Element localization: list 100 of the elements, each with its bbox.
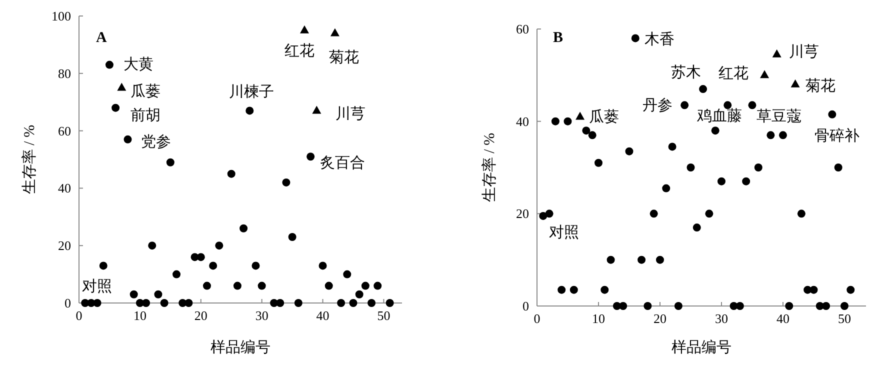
annotation: 丹参 xyxy=(642,97,673,114)
point xyxy=(355,290,364,298)
point xyxy=(209,262,218,270)
y-tick-label: 60 xyxy=(516,22,529,36)
point xyxy=(288,232,296,241)
point xyxy=(570,286,578,294)
point xyxy=(294,299,302,307)
point xyxy=(668,142,676,151)
x-tick-label: 40 xyxy=(316,308,330,323)
annotation: 菊花 xyxy=(805,77,836,94)
x-tick-label: 10 xyxy=(592,311,605,326)
point xyxy=(582,126,590,135)
point xyxy=(312,106,322,114)
point xyxy=(600,286,609,294)
y-tick-label: 80 xyxy=(58,66,71,81)
annotation: 红花 xyxy=(284,42,314,60)
point xyxy=(117,82,126,91)
point xyxy=(337,299,346,307)
x-tick-label: 40 xyxy=(776,311,790,326)
point xyxy=(233,282,242,290)
x-tick-label: 30 xyxy=(255,308,268,323)
annotation: 前胡 xyxy=(130,106,161,124)
point xyxy=(790,79,800,88)
point xyxy=(558,286,566,294)
point xyxy=(196,253,205,262)
x-tick-label: 20 xyxy=(194,308,208,323)
point xyxy=(130,290,138,298)
annotation: 红花 xyxy=(718,65,749,82)
point xyxy=(606,256,615,264)
x-tick-label: 50 xyxy=(377,308,390,323)
annotation: B xyxy=(553,30,564,46)
annotation: 鸡血藤 xyxy=(696,108,742,125)
point xyxy=(124,135,132,144)
point xyxy=(822,302,830,310)
x-tick-label: 0 xyxy=(76,308,82,323)
point xyxy=(576,112,585,120)
point xyxy=(93,299,102,307)
point xyxy=(184,299,193,307)
point xyxy=(300,25,309,34)
point xyxy=(644,302,652,310)
point xyxy=(318,262,327,270)
point xyxy=(650,210,658,218)
point xyxy=(276,299,284,307)
point xyxy=(349,299,358,307)
y-tick-label: 20 xyxy=(58,238,71,254)
y-tick-label: 60 xyxy=(58,123,71,138)
x-axis-title: 样品编号 xyxy=(672,339,732,356)
point xyxy=(711,126,720,135)
point xyxy=(374,282,382,290)
point xyxy=(686,164,695,172)
point xyxy=(368,299,376,307)
annotation: 党参 xyxy=(140,133,171,150)
point xyxy=(246,106,254,115)
point xyxy=(386,299,394,307)
y-tick-label: 20 xyxy=(516,206,529,222)
point xyxy=(717,177,726,186)
point xyxy=(172,270,181,278)
annotation: 炙百合 xyxy=(320,154,366,172)
point xyxy=(680,101,689,110)
point xyxy=(840,302,848,310)
point xyxy=(240,224,248,232)
annotation: 瓜蒌 xyxy=(130,82,161,100)
point xyxy=(306,152,315,161)
point xyxy=(638,256,646,264)
point xyxy=(564,117,572,126)
annotation: 木香 xyxy=(644,31,674,48)
point xyxy=(215,242,224,250)
point xyxy=(154,290,162,298)
y-tick-label: 0 xyxy=(64,296,71,310)
point xyxy=(619,302,628,310)
point xyxy=(258,282,266,290)
point xyxy=(656,256,664,264)
point xyxy=(834,164,842,172)
point xyxy=(846,286,855,294)
point xyxy=(772,49,782,58)
annotation: 川芎 xyxy=(788,43,819,60)
point xyxy=(588,131,596,140)
point xyxy=(754,164,762,172)
point xyxy=(631,34,640,42)
point xyxy=(748,101,756,110)
point xyxy=(674,302,682,310)
point xyxy=(705,210,714,218)
x-tick-label: 30 xyxy=(714,311,728,326)
point xyxy=(785,302,794,310)
point xyxy=(343,270,352,278)
point xyxy=(594,158,602,167)
point xyxy=(539,212,548,220)
point xyxy=(160,299,168,307)
annotation: 大黄 xyxy=(123,56,154,73)
point xyxy=(142,299,150,307)
annotation: 对照 xyxy=(549,224,580,241)
point xyxy=(545,210,554,218)
point xyxy=(778,131,787,140)
point xyxy=(760,70,770,78)
annotation: 草豆蔻 xyxy=(756,108,802,126)
point xyxy=(742,177,750,186)
point xyxy=(282,178,290,186)
annotation: 川芎 xyxy=(336,106,366,123)
point xyxy=(330,28,340,36)
annotation: A xyxy=(96,30,107,46)
